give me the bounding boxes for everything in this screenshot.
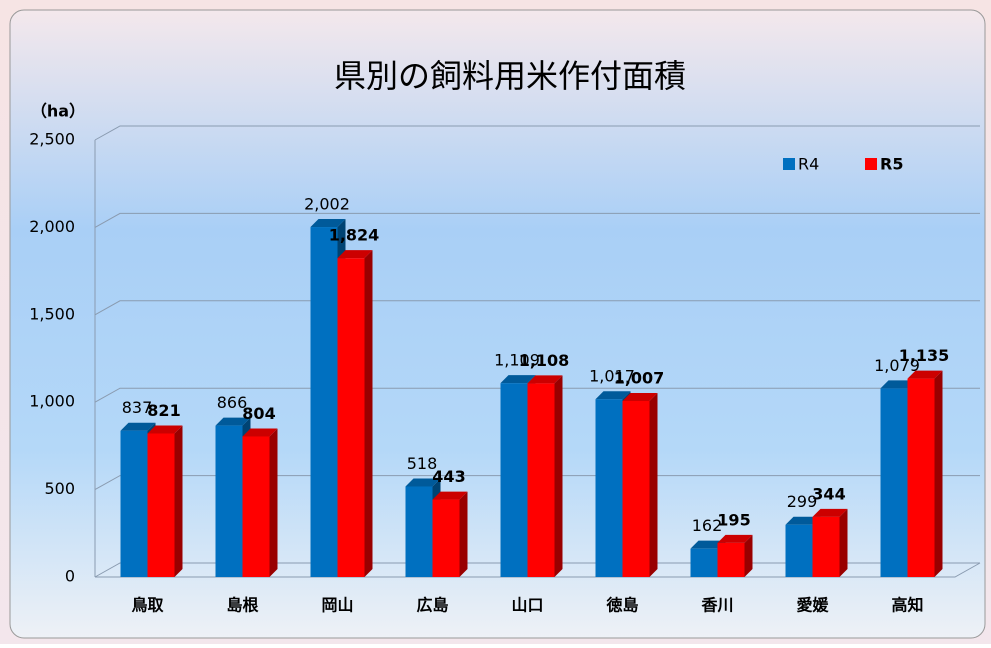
chart-title: 県別の飼料用米作付面積 [334,57,686,95]
value-label: 1,824 [329,226,380,245]
y-tick-label: 2,500 [29,130,75,149]
x-tick-label: 岡山 [321,596,353,615]
bar-side [934,370,943,577]
x-tick-label: 鳥取 [131,596,163,615]
bar [595,399,623,577]
bar-top [785,516,821,525]
bar-side [744,534,753,577]
bar-side [649,392,658,577]
bar [690,548,718,577]
bar [432,499,460,577]
value-label: 1,079 [874,356,920,375]
y-tick-label: 500 [44,479,75,498]
x-tick-label: 島根 [226,596,258,615]
x-tick-label: 山口 [511,596,543,615]
value-label: 518 [407,454,438,473]
x-tick-label: 高知 [891,596,923,615]
bar [785,524,813,577]
bar-top [310,219,346,228]
bar [405,486,433,577]
bar [337,258,365,577]
bar-side [554,375,563,577]
x-tick-label: 徳島 [605,596,638,615]
bar [500,383,528,577]
bar-top [405,478,441,487]
value-label: 1,017 [589,367,635,386]
legend-swatch [865,158,877,170]
bar [812,516,840,577]
grid-line [94,475,980,491]
bar [215,425,243,577]
legend: R4 R5 [783,155,903,174]
y-tick-label: 1,500 [29,304,75,323]
bar [147,433,175,577]
value-label: 344 [812,484,845,503]
x-tick-label: 愛媛 [796,596,829,615]
bar-top [215,417,251,426]
value-label: 866 [217,393,248,412]
value-label: 195 [717,510,750,529]
value-label: 804 [242,404,275,423]
bar [527,383,555,577]
grid-line [94,387,980,403]
bar-top [622,392,658,401]
bar-top [432,491,468,500]
bar-top [527,375,563,384]
bar-side [174,425,183,577]
value-label: 821 [147,401,180,420]
value-label: 1,108 [519,351,570,370]
bar-top [690,540,726,549]
bar [310,227,338,577]
x-tick-label: 広島 [416,596,448,615]
bar-top [120,422,156,431]
bar [907,378,935,577]
bar [120,430,148,577]
value-label: 837 [122,398,153,417]
value-label: 162 [692,516,723,535]
value-label: 1,135 [899,346,950,365]
bar [622,400,650,577]
bar-side [269,428,278,577]
y-tick-label: 2,000 [29,217,75,236]
bar-top [337,250,373,259]
bar-top [147,425,183,434]
bar-top [242,428,278,437]
y-tick-label: 0 [65,567,75,586]
legend-label: R4 [798,155,819,174]
bar-top [880,380,916,389]
value-label: 2,002 [304,195,350,214]
bar-top [717,534,753,543]
legend-swatch [783,158,795,170]
bar-side [459,491,468,577]
value-label: 299 [787,492,818,511]
bar [242,436,270,577]
legend-label: R5 [880,155,903,174]
bar-top [812,508,848,517]
grid-line [94,212,980,228]
floor [95,562,981,578]
bar-top [500,375,536,384]
bar-top [907,370,943,379]
bar-side [364,250,373,577]
grid-line [94,125,980,141]
bar-side [839,508,848,577]
bar [880,388,908,577]
y-tick-label: 1,000 [29,392,75,411]
value-label: 1,109 [494,351,540,370]
value-label: 443 [432,467,465,486]
grid-line [94,300,980,316]
x-tick-label: 香川 [700,596,733,615]
bar [717,542,745,577]
bar-top [595,391,631,400]
y-axis-label: （ha） [31,102,85,121]
value-label: 1,007 [614,368,665,387]
